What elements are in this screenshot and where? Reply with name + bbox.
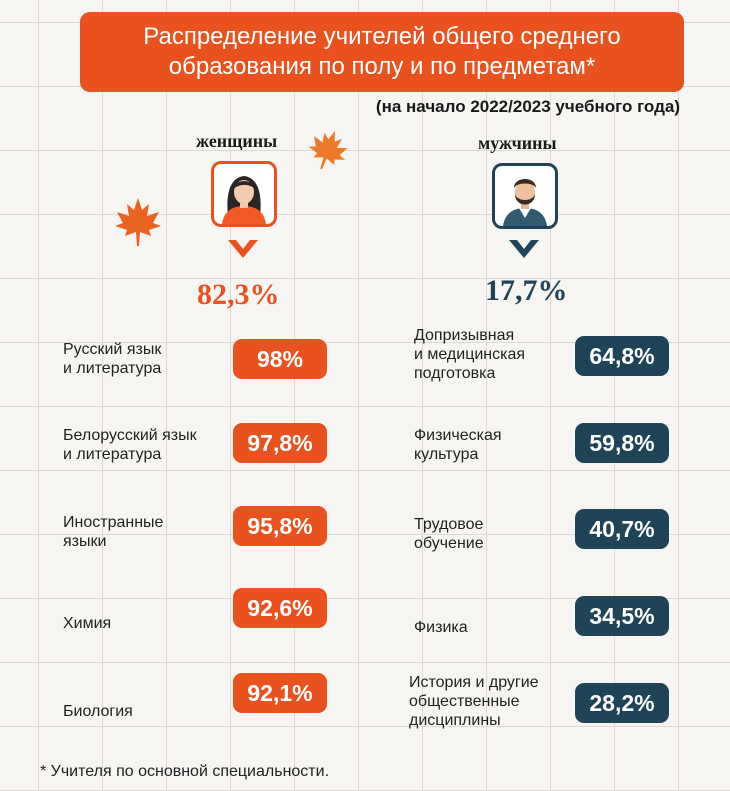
men-subject-label: Допризывная и медицинская подготовка [414,327,526,382]
men-subject-value: 40,7% [575,509,669,549]
maple-leaf-icon [308,130,348,170]
footnote: * Учителя по основной специальности. [40,763,330,780]
women-subject-value: 98% [233,339,327,379]
men-subject-value: 59,8% [575,423,669,463]
women-subject-label: Белорусский язык и литература [63,427,197,463]
women-subject-value: 92,6% [233,588,327,628]
women-subject-value: 95,8% [233,506,327,546]
women-subject-label: Химия [63,615,112,632]
men-subject-label: История и другие общественные дисциплины [409,674,539,729]
women-subject-label: Биология [63,703,133,720]
men-pointer-icon [509,240,539,258]
men-subject-label: Трудовое обучение [414,516,484,552]
women-pointer-icon [228,240,258,258]
women-subject-label: Иностранные языки [63,514,164,550]
men-subject-label: Физика [414,619,468,636]
women-share: 82,3% [197,278,280,311]
men-subject-value: 64,8% [575,336,669,376]
title-banner: Распределение учителей общего среднего о… [80,12,684,92]
women-label: женщины [196,131,278,151]
chart-subtitle: (на начало 2022/2023 учебного года) [375,97,680,116]
men-subject-label: Физическая культура [414,427,502,463]
men-label: мужчины [478,133,557,153]
men-subject-value: 34,5% [575,596,669,636]
men-subject-value: 28,2% [575,683,669,723]
maple-leaf-icon [115,198,161,246]
woman-avatar-icon [211,161,277,227]
women-subject-label: Русский язык и литература [63,341,162,377]
man-avatar-icon [492,163,558,229]
women-subject-value: 97,8% [233,423,327,463]
men-share: 17,7% [485,274,568,307]
chart-title: Распределение учителей общего среднего о… [143,23,621,80]
women-subject-value: 92,1% [233,673,327,713]
